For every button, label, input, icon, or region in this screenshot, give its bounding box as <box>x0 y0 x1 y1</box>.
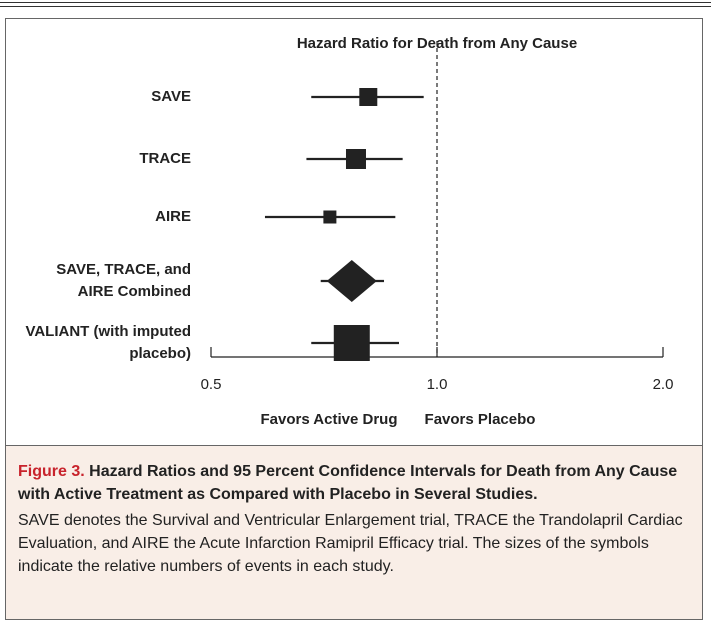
top-rule <box>0 6 711 7</box>
top-rule <box>0 2 711 3</box>
row-label: SAVE <box>151 88 191 105</box>
annotation: Favors Active Drug <box>261 411 398 428</box>
diamond-marker <box>326 260 377 302</box>
caption-heading: Figure 3. Hazard Ratios and 95 Percent C… <box>18 460 690 506</box>
square-marker <box>345 149 366 169</box>
caption: Figure 3. Hazard Ratios and 95 Percent C… <box>6 445 702 619</box>
row-label: TRACE <box>139 150 191 167</box>
chart: Hazard Ratio for Death from Any Cause 0.… <box>201 35 674 428</box>
row-label: AIRE <box>155 208 191 225</box>
figure-frame: Hazard Ratio for Death from Any Cause 0.… <box>5 18 703 620</box>
x-tick-label: 2.0 <box>653 376 674 393</box>
row-label: SAVE, TRACE, and AIRE Combined <box>56 261 191 300</box>
x-tick-label: 1.0 <box>427 376 448 393</box>
figure-label: Figure 3. <box>18 463 85 480</box>
square-marker <box>333 325 370 361</box>
square-marker <box>359 88 378 106</box>
square-marker <box>323 210 337 224</box>
caption-text: SAVE denotes the Survival and Ventricula… <box>18 512 683 575</box>
caption-title: Hazard Ratios and 95 Percent Confidence … <box>18 463 678 503</box>
row-label: VALIANT (with imputed placebo) <box>25 323 191 362</box>
annotation: Favors Placebo <box>425 411 536 428</box>
x-tick-label: 0.5 <box>201 376 222 393</box>
